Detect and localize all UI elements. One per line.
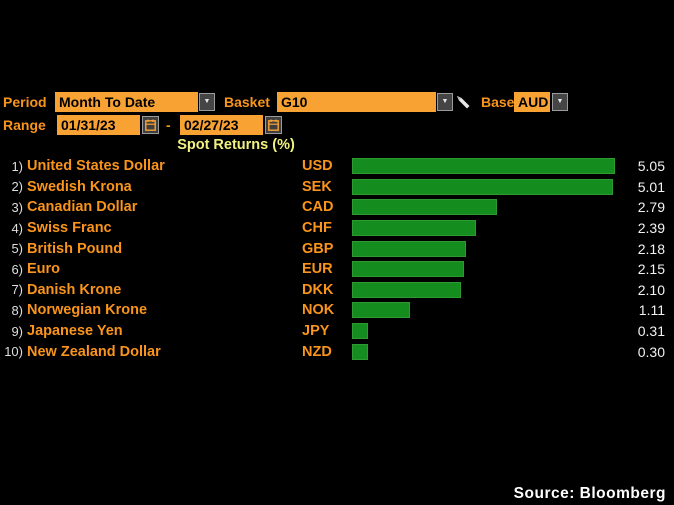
bar-value: 2.39 (637, 220, 665, 237)
base-caret-button[interactable]: ▼ (552, 93, 568, 111)
currency-name: Swiss Franc (27, 220, 112, 237)
currency-code: DKK (302, 281, 334, 298)
row-number: 1) (11, 158, 23, 174)
chevron-down-icon: ▼ (441, 98, 449, 105)
period-caret-button[interactable]: ▼ (199, 93, 215, 111)
currency-code: NOK (302, 302, 335, 319)
currency-name: Japanese Yen (27, 323, 123, 340)
currency-name: British Pound (27, 240, 123, 257)
basket-label: Basket (224, 94, 270, 110)
currency-name: Euro (27, 261, 61, 278)
return-bar (352, 302, 410, 319)
currency-code: CAD (302, 199, 334, 216)
return-bar (352, 323, 369, 340)
bar-value: 2.10 (637, 281, 665, 298)
currency-code: GBP (302, 240, 334, 257)
currency-code: EUR (302, 261, 333, 278)
bar-track (352, 199, 628, 216)
bar-track (352, 158, 628, 175)
range-label: Range (3, 117, 46, 133)
return-bar (352, 343, 368, 360)
return-bar (352, 281, 462, 298)
return-bar (352, 261, 464, 278)
return-bar (352, 220, 477, 237)
bar-track (352, 261, 628, 278)
chart-row: 6) Euro EUR 2.15 (0, 259, 674, 280)
chart-row: 9) Japanese Yen JPY 0.31 (0, 321, 674, 342)
currency-name: Danish Krone (27, 281, 122, 298)
bar-track (352, 281, 628, 298)
chevron-down-icon: ▼ (556, 98, 564, 105)
currency-name: Swedish Krona (27, 178, 132, 195)
row-number: 5) (11, 241, 23, 257)
currency-name: Norwegian Krone (27, 302, 148, 319)
bar-track (352, 302, 628, 319)
chart-row: 3) Canadian Dollar CAD 2.79 (0, 197, 674, 218)
row-number: 3) (11, 199, 23, 215)
row-number: 9) (11, 323, 23, 339)
row-number: 10) (4, 344, 23, 360)
chart-row: 7) Danish Krone DKK 2.10 (0, 280, 674, 301)
chart-row: 1) United States Dollar USD 5.05 (0, 156, 674, 177)
basket-select[interactable]: G10 (277, 92, 436, 112)
bar-track (352, 240, 628, 257)
period-select[interactable]: Month To Date (55, 92, 198, 112)
calendar-icon (268, 119, 279, 131)
calendar-button-to[interactable] (265, 116, 282, 134)
row-number: 6) (11, 261, 23, 277)
chevron-down-icon: ▼ (203, 98, 211, 105)
bar-value: 2.18 (637, 240, 665, 257)
bar-value: 1.11 (638, 302, 665, 319)
range-separator: - (166, 117, 171, 133)
return-bar (352, 240, 466, 257)
row-number: 4) (11, 220, 23, 236)
currency-name: United States Dollar (27, 158, 165, 175)
source-credit: Source: Bloomberg (513, 485, 666, 502)
return-bar (352, 199, 498, 216)
base-label: Base (481, 94, 515, 110)
base-select[interactable]: AUD (514, 92, 550, 112)
bar-track (352, 343, 628, 360)
return-bar (352, 178, 613, 195)
chart-row: 10) New Zealand Dollar NZD 0.30 (0, 341, 674, 362)
range-from-input[interactable]: 01/31/23 (57, 115, 140, 135)
basket-caret-button[interactable]: ▼ (437, 93, 453, 111)
currency-code: NZD (302, 343, 332, 360)
chart-row: 2) Swedish Krona SEK 5.01 (0, 177, 674, 198)
currency-code: USD (302, 158, 333, 175)
edit-pencil-icon[interactable] (452, 92, 474, 112)
currency-code: CHF (302, 220, 332, 237)
currency-code: SEK (302, 178, 332, 195)
return-bar (352, 158, 615, 175)
chart-rows: 1) United States Dollar USD 5.05 2) Swedish K… (0, 156, 674, 362)
chart-row: 8) Norwegian Krone NOK 1.11 (0, 300, 674, 321)
period-label: Period (3, 94, 47, 110)
row-number: 8) (11, 302, 23, 318)
bar-track (352, 220, 628, 237)
bar-track (352, 178, 628, 195)
row-number: 7) (11, 282, 23, 298)
chart-title: Spot Returns (%) (177, 137, 295, 153)
bar-value: 2.79 (637, 199, 665, 216)
bar-value: 5.01 (637, 178, 665, 195)
calendar-icon (145, 119, 156, 131)
chart-row: 4) Swiss Franc CHF 2.39 (0, 218, 674, 239)
range-to-input[interactable]: 02/27/23 (180, 115, 263, 135)
chart-row: 5) British Pound GBP 2.18 (0, 238, 674, 259)
currency-code: JPY (302, 323, 330, 340)
bar-value: 5.05 (637, 158, 665, 175)
bar-value: 2.15 (637, 261, 665, 278)
bar-value: 0.31 (637, 323, 665, 340)
currency-name: Canadian Dollar (27, 199, 138, 216)
row-number: 2) (11, 179, 23, 195)
currency-name: New Zealand Dollar (27, 343, 161, 360)
bar-value: 0.30 (637, 343, 665, 360)
calendar-button-from[interactable] (142, 116, 159, 134)
bar-track (352, 323, 628, 340)
